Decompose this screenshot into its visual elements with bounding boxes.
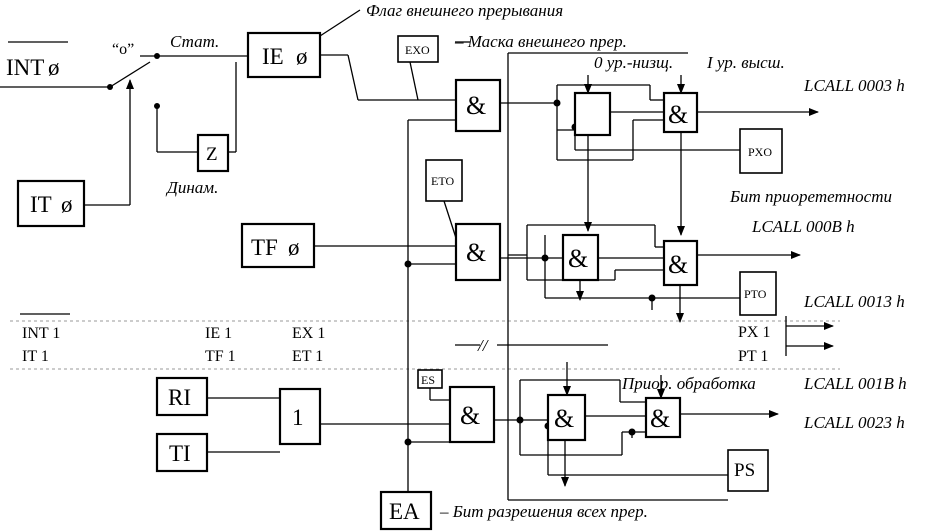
- and-gate-int0: [454, 78, 502, 133]
- es-block: [417, 369, 443, 389]
- and-gate-tf0-low: [561, 233, 600, 282]
- pt0-label: PTO: [744, 287, 767, 301]
- and-gate-tf0-high: [662, 239, 699, 287]
- ex1-label: EX 1: [292, 325, 325, 342]
- ti-block: [155, 432, 209, 473]
- lcall-0013-label: LCALL 0013 h: [803, 292, 905, 311]
- and-gate-tf0-high-label: &: [668, 250, 688, 279]
- or-gate-label: 1: [292, 405, 304, 430]
- and-gate-int0-high-label: &: [668, 100, 688, 129]
- wiring: [0, 9, 834, 501]
- and-gate-serial-high-label: &: [650, 404, 670, 433]
- dinam-label: Динам.: [165, 178, 218, 197]
- ps-block: [727, 449, 769, 492]
- tf0-zero: ø: [288, 235, 300, 260]
- et0-block: [425, 159, 463, 202]
- ea-block: [379, 490, 433, 531]
- z-label: Z: [206, 144, 218, 165]
- mask-label: – Маска внешнего прер.: [454, 32, 627, 51]
- and-gate-tf0: [454, 222, 502, 282]
- level1-label: I ур. высш.: [706, 53, 785, 72]
- px0-label: PXO: [748, 145, 772, 159]
- ex0-label: EXO: [405, 43, 430, 57]
- and-gate-tf0-label: &: [466, 238, 486, 267]
- int1-label: INT 1: [22, 325, 60, 342]
- it0-zero: ø: [61, 192, 73, 217]
- et1-label: ET 1: [292, 348, 323, 365]
- break-mark: //: [477, 336, 490, 355]
- ea-label: EA: [389, 499, 420, 524]
- ie0-zero: ø: [296, 44, 308, 69]
- lcall-001b-label: LCALL 001B h: [803, 374, 907, 393]
- switch-state-label: “о”: [112, 41, 134, 58]
- pt0-block: [739, 271, 777, 316]
- prior-proc-label: Приор. обработка: [621, 374, 756, 393]
- and-gate-int0-label: &: [466, 91, 486, 120]
- it0-label: IT: [30, 192, 52, 217]
- and-gate-serial-high: [644, 396, 682, 439]
- ps-label: PS: [734, 460, 755, 481]
- lcall-0003-label: LCALL 0003 h: [803, 76, 905, 95]
- and-gate-serial-low: [546, 393, 587, 442]
- ie1-label: IE 1: [205, 325, 232, 342]
- es-label: ES: [421, 373, 435, 387]
- tf0-block: [240, 222, 316, 269]
- and-gate-serial-label: &: [460, 401, 480, 430]
- and-gate-int0-high: [662, 91, 699, 134]
- px0-block: [739, 128, 783, 174]
- level0-label: 0 ур.-низщ.: [594, 53, 673, 72]
- junction-dots: [107, 53, 656, 446]
- flag-label: Флаг внешнего прерывания: [366, 1, 563, 20]
- and-gate-serial: [448, 385, 496, 444]
- and-gate-tf0-low-label: &: [568, 244, 588, 273]
- int0-label: INT: [6, 55, 44, 80]
- px1-label: PX 1: [738, 324, 770, 341]
- int0-zero: ø: [48, 55, 60, 80]
- or-gate: [278, 387, 322, 446]
- tf0-label: TF: [251, 235, 278, 260]
- et0-label: ETO: [431, 174, 454, 188]
- priority-selector-int0: [573, 91, 612, 137]
- ti-label: TI: [169, 441, 191, 466]
- ri-block: [155, 376, 209, 417]
- ex0-block: [397, 35, 439, 63]
- tf1-label: TF 1: [205, 348, 236, 365]
- pt1-label: PT 1: [738, 348, 768, 365]
- z-block: [196, 133, 230, 173]
- lcall-0023-label: LCALL 0023 h: [803, 413, 905, 432]
- stat-label: Стат.: [170, 32, 219, 51]
- ri-label: RI: [168, 385, 191, 410]
- ie0-label: IE: [262, 44, 284, 69]
- priority-bit-label: Бит приорететности: [729, 187, 892, 206]
- it0-block: [16, 179, 86, 228]
- and-gate-serial-low-label: &: [554, 404, 574, 433]
- lcall-000b-label: LCALL 000B h: [751, 217, 855, 236]
- ie0-block: [246, 31, 322, 79]
- ea-description-label: – Бит разрешения всех прер.: [439, 502, 648, 521]
- it1-label: IT 1: [22, 348, 49, 365]
